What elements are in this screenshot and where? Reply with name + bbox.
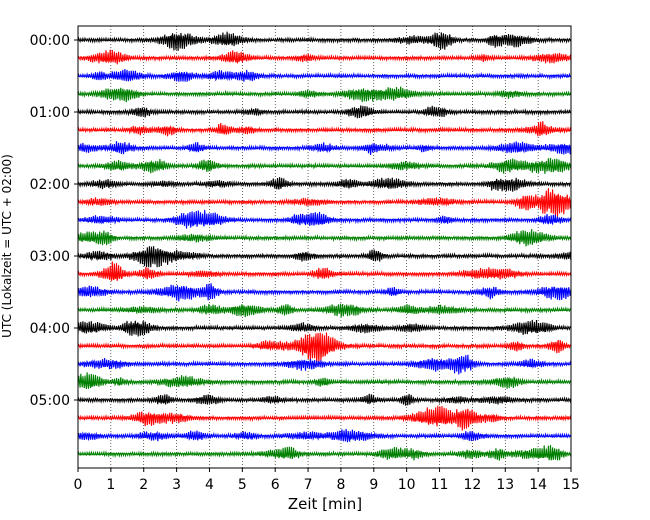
x-tick-label: 3 <box>172 477 181 493</box>
trace-line <box>77 86 572 103</box>
trace-line <box>77 49 572 65</box>
trace-line <box>77 177 572 192</box>
trace-line <box>77 405 572 431</box>
trace-line <box>77 319 572 337</box>
y-tick-label: 03:00 <box>30 249 70 265</box>
trace-line <box>77 229 572 247</box>
trace-line <box>77 209 572 229</box>
trace-line <box>77 372 572 390</box>
x-axis-ticks: 0 1 2 3 4 5 6 7 8 9 10 11 12 13 14 15 <box>74 468 580 493</box>
y-tick-label: 02:00 <box>30 177 70 193</box>
trace-line <box>77 188 572 218</box>
y-tick-label: 01:00 <box>30 105 70 121</box>
x-tick-label: 8 <box>336 477 345 493</box>
seismic-traces <box>77 31 572 461</box>
trace-line <box>77 354 572 375</box>
trace-line <box>77 332 572 366</box>
x-tick-label: 7 <box>304 477 313 493</box>
trace-line <box>77 303 572 318</box>
x-axis-label: Zeit [min] <box>288 495 362 513</box>
trace-line <box>77 105 572 119</box>
x-tick-label: 15 <box>562 477 580 493</box>
y-tick-label: 00:00 <box>30 33 70 49</box>
plot-frame <box>77 25 572 469</box>
x-tick-label: 10 <box>398 477 416 493</box>
x-tick-label: 13 <box>496 477 514 493</box>
x-tick-label: 12 <box>463 477 481 493</box>
x-tick-label: 14 <box>529 477 547 493</box>
x-tick-label: 2 <box>139 477 148 493</box>
x-tick-label: 9 <box>369 477 378 493</box>
trace-line <box>77 31 572 51</box>
trace-line <box>77 157 572 174</box>
x-tick-label: 1 <box>106 477 115 493</box>
y-tick-label: 05:00 <box>30 393 70 409</box>
y-axis-label: UTC (Lokalzeit = UTC + 02:00) <box>0 154 14 338</box>
x-tick-label: 6 <box>271 477 280 493</box>
trace-line <box>77 283 572 302</box>
x-tick-label: 4 <box>205 477 214 493</box>
trace-line <box>77 261 572 281</box>
y-tick-label: 04:00 <box>30 321 70 337</box>
y-axis-ticks: 00:00 01:00 02:00 03:00 04:00 05:00 <box>30 33 78 409</box>
x-tick-label: 11 <box>431 477 449 493</box>
trace-line <box>77 393 572 406</box>
trace-line <box>77 141 572 156</box>
x-tick-label: 0 <box>74 477 83 493</box>
x-tick-label: 5 <box>238 477 247 493</box>
trace-line <box>77 68 571 82</box>
trace-line <box>77 121 572 137</box>
trace-line <box>77 444 572 461</box>
trace-line <box>77 428 572 443</box>
trace-line <box>77 246 572 268</box>
